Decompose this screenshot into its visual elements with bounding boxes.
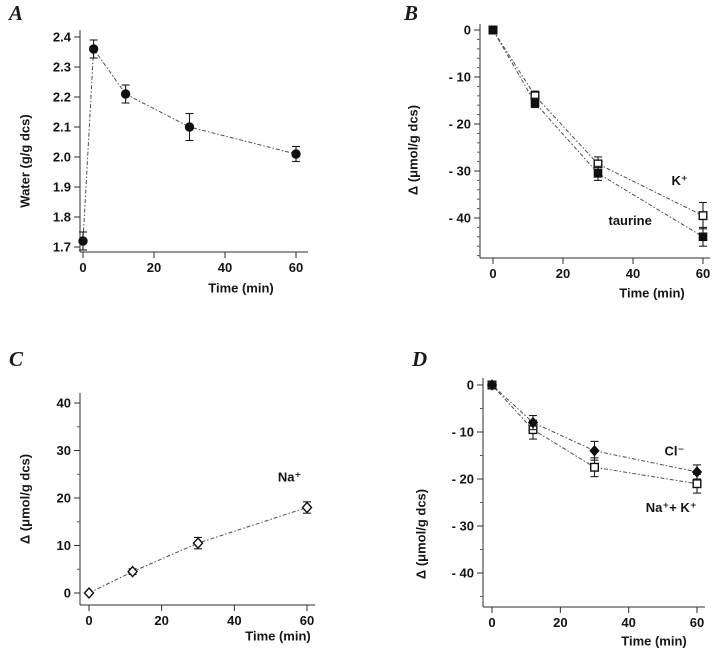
x-tick-label: 60 <box>300 613 314 628</box>
series-label: taurine <box>609 213 652 228</box>
x-tick-label: 40 <box>227 613 241 628</box>
y-tick-label: - 30 <box>452 519 474 534</box>
data-point-circle-filled <box>184 122 195 132</box>
y-tick-label: 2.2 <box>53 90 71 105</box>
panel-d-x-axis-title: Time (min) <box>621 633 687 649</box>
data-point-square-filled <box>530 98 540 108</box>
y-tick-label: 0 <box>64 586 71 601</box>
x-tick-label: 40 <box>621 615 635 630</box>
panel-a-chart: 1.7 1.8 1.9 2.0 2.1 2.2 2.3 2.4 0 20 40 60 <box>53 30 308 275</box>
x-tick-label: 0 <box>85 613 92 628</box>
data-point-circle-filled <box>120 89 131 99</box>
series-label: Na⁺ <box>278 469 301 484</box>
panel-d-chart: 0 - 10 - 20 - 30 - 40 0 20 40 60 Cl⁻ Na⁺+ K⁺ <box>452 378 705 630</box>
y-tick-label: 40 <box>57 396 71 411</box>
y-tick-label: - 20 <box>452 472 474 487</box>
y-tick-label: 2.1 <box>53 120 71 135</box>
x-tick-label: 0 <box>488 615 495 630</box>
y-tick-label: - 40 <box>449 211 471 226</box>
data-point-diamond-open <box>192 537 204 550</box>
panel-b-chart: 0 - 10 - 20 - 30 - 40 0 20 40 60 K⁺ taurine <box>449 23 711 282</box>
series-line <box>492 29 704 238</box>
series-label: Na⁺+ K⁺ <box>646 500 697 515</box>
y-tick-label: - 40 <box>452 566 474 581</box>
data-point-square-filled <box>488 25 498 35</box>
x-tick-label: 60 <box>690 615 704 630</box>
x-tick-label: 40 <box>218 260 232 275</box>
y-tick-label: 30 <box>57 443 71 458</box>
panel-d-letter: D <box>412 347 428 371</box>
x-tick-label: 20 <box>553 615 567 630</box>
data-point-diamond-open <box>83 586 95 600</box>
x-tick-label: 40 <box>626 266 640 281</box>
x-tick-label: 60 <box>696 266 710 281</box>
y-tick-label: 10 <box>57 538 71 553</box>
panel-a-letter: A <box>9 1 24 25</box>
series-line <box>492 29 704 217</box>
y-tick-label: 1.8 <box>53 210 71 225</box>
data-point-square-open <box>698 211 708 221</box>
x-tick-label: 20 <box>147 260 161 275</box>
data-point-diamond-open <box>127 565 139 578</box>
y-tick-label: - 20 <box>449 117 471 132</box>
y-tick-label: - 30 <box>449 164 471 179</box>
x-tick-label: 20 <box>556 266 570 281</box>
y-tick-label: 0 <box>467 378 474 393</box>
data-point-circle-filled <box>88 44 99 54</box>
data-point-diamond-filled <box>589 445 600 457</box>
data-point-diamond-open <box>301 501 313 514</box>
panel-c-chart: 0 10 20 30 40 0 20 40 60 Na⁺ <box>57 393 315 628</box>
panel-a-y-axis-title: Water (g/g dcs) <box>17 114 33 208</box>
data-point-diamond-filled <box>691 466 703 478</box>
series-line <box>82 47 297 242</box>
x-tick-label: 60 <box>289 260 303 275</box>
panel-b-letter: B <box>404 1 419 25</box>
panel-c-letter: C <box>9 347 24 371</box>
panel-a-x-axis-title: Time (min) <box>208 280 274 296</box>
x-tick-label: 0 <box>489 266 496 281</box>
data-point-square-open <box>692 479 702 489</box>
y-tick-label: - 10 <box>449 70 471 85</box>
panel-b-y-axis-title: Δ (μmol/g dcs) <box>405 104 421 196</box>
data-point-diamond-filled <box>486 379 498 391</box>
panel-b-x-axis-title: Time (min) <box>619 285 685 301</box>
panel-c-x-axis-title: Time (min) <box>245 628 311 644</box>
data-point-diamond-filled <box>527 416 539 429</box>
y-tick-label: 0 <box>464 23 471 38</box>
data-point-circle-filled <box>78 236 88 246</box>
y-tick-label: 2.4 <box>53 30 72 45</box>
data-point-square-open <box>589 462 599 472</box>
y-tick-label: 20 <box>57 491 71 506</box>
x-tick-label: 20 <box>154 613 168 628</box>
x-tick-label: 0 <box>79 260 86 275</box>
y-tick-label: 2.0 <box>53 150 71 165</box>
series-line <box>88 507 308 594</box>
data-point-square-filled <box>593 169 603 178</box>
series-label: Cl⁻ <box>665 444 685 459</box>
y-tick-label: - 10 <box>452 425 474 440</box>
series-label: K⁺ <box>672 173 688 188</box>
y-tick-label: 1.7 <box>53 240 71 255</box>
data-point-circle-filled <box>291 149 301 159</box>
data-point-square-filled <box>698 232 708 242</box>
panel-d-y-axis-title: Δ (μmol/g dcs) <box>413 488 429 580</box>
panel-c-y-axis-title: Δ (μmol/g dcs) <box>17 453 33 545</box>
series-line <box>491 384 698 485</box>
series-line <box>491 384 698 473</box>
y-tick-label: 2.3 <box>53 60 71 75</box>
y-tick-label: 1.9 <box>53 180 71 195</box>
